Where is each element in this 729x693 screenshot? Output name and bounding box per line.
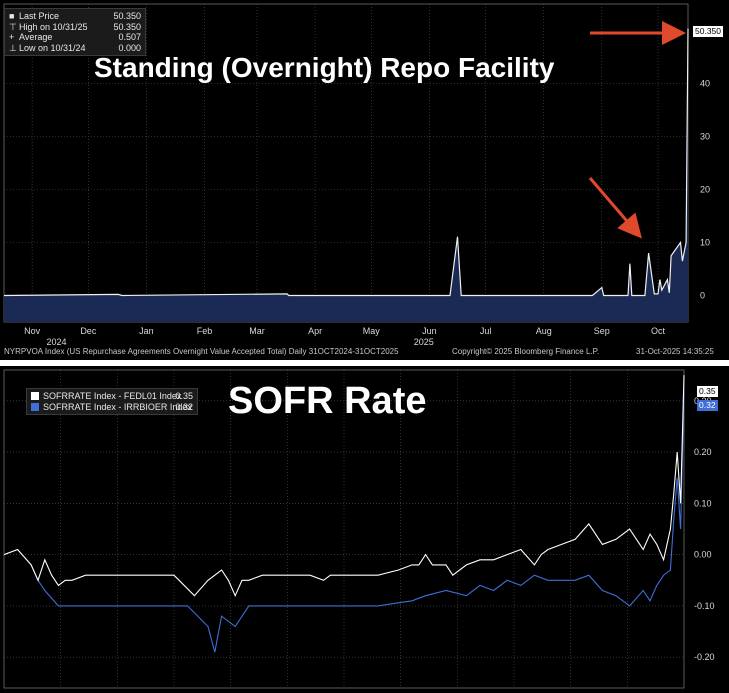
chart1-legend: ■ Last Price 50.350 ⊤ High on 10/31/25 5… xyxy=(4,8,146,56)
y-tick-label: -0.10 xyxy=(694,601,715,611)
series-line-fedl01 xyxy=(3,375,685,598)
chart1-legend-item: ■ Last Price 50.350 xyxy=(9,11,141,21)
repo-facility-panel: 0 10 20 30 40 Nov Dec Jan Feb Mar Apr May Jun Jul Aug S… xyxy=(0,0,729,360)
x-tick-label: Feb xyxy=(197,326,213,336)
chart1-title: Standing (Overnight) Repo Facility xyxy=(94,52,555,83)
chart1-footer-timestamp: 31-Oct-2025 14:35:25 xyxy=(636,347,714,356)
chart2-legend-item: SOFRRATE Index - IRRBIOER Index 0.32 xyxy=(31,402,193,413)
y-tick-label: 0 xyxy=(700,291,705,301)
chart2-title: SOFR Rate xyxy=(228,380,427,422)
chart2-last-value-tag-white: 0.35 xyxy=(697,386,718,397)
x-tick-label: Nov xyxy=(24,326,41,336)
chart1-legend-item: ⊥ Low on 10/31/24 0.000 xyxy=(9,42,141,53)
y-tick-label: 30 xyxy=(700,132,710,142)
year-label: 2025 xyxy=(414,337,434,347)
x-tick-label: Apr xyxy=(308,326,322,336)
chart2-legend-item: SOFRRATE Index - FEDL01 Index 0.35 xyxy=(31,391,193,402)
y-tick-label: -0.20 xyxy=(694,652,715,662)
y-tick-label: 0.00 xyxy=(694,550,712,560)
chart1-footer-copyright: Copyright© 2025 Bloomberg Finance L.P. xyxy=(452,347,600,356)
y-tick-label: 0.20 xyxy=(694,447,712,457)
x-tick-label: Jun xyxy=(422,326,437,336)
legend-swatch-white xyxy=(31,392,39,400)
x-tick-label: Oct xyxy=(651,326,666,336)
series-line-irrbioer xyxy=(3,390,685,653)
chart2-last-value-tag-blue: 0.32 xyxy=(697,400,718,411)
series-line xyxy=(3,28,689,297)
y-tick-label: 20 xyxy=(700,185,710,195)
chart2-legend: SOFRRATE Index - FEDL01 Index 0.35 SOFRR… xyxy=(26,388,198,415)
x-tick-label: Jan xyxy=(139,326,154,336)
y-tick-label: 10 xyxy=(700,238,710,248)
arrow-icon xyxy=(588,177,642,239)
y-tick-label: 0.10 xyxy=(694,498,712,508)
legend-swatch-blue xyxy=(31,402,39,411)
x-tick-label: Jul xyxy=(480,326,492,336)
chart1-last-value-tag: 50.350 xyxy=(693,26,723,37)
x-tick-label: Mar xyxy=(249,326,265,336)
y-tick-label: 40 xyxy=(700,79,710,89)
x-tick-label: Aug xyxy=(536,326,552,336)
sofr-rate-chart: 0.300.200.100.00-0.10-0.20 xyxy=(3,369,715,689)
x-tick-label: May xyxy=(363,326,381,336)
repo-facility-chart: 0 10 20 30 40 Nov Dec Jan Feb Mar Apr May Jun Jul Aug S… xyxy=(3,3,710,347)
chart1-legend-item: + Average 0.507 xyxy=(9,32,141,42)
x-tick-label: Sep xyxy=(594,326,610,336)
chart1-legend-item: ⊤ High on 10/31/25 50.350 xyxy=(9,21,141,32)
chart1-footer-source: NYRPVOA Index (US Repurchase Agreements … xyxy=(4,347,399,356)
sofr-rate-panel: 0.300.200.100.00-0.10-0.20 SOFRRATE Inde… xyxy=(0,366,729,693)
year-label: 2024 xyxy=(46,337,66,347)
x-tick-label: Dec xyxy=(80,326,97,336)
